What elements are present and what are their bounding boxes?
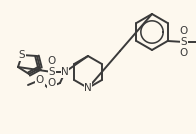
Text: O: O xyxy=(180,48,188,58)
Text: O: O xyxy=(48,56,56,66)
Text: S: S xyxy=(19,50,25,60)
Text: S: S xyxy=(181,37,187,47)
Text: O: O xyxy=(180,26,188,36)
Text: N: N xyxy=(61,67,69,77)
Text: O: O xyxy=(48,78,56,88)
Text: O: O xyxy=(36,75,44,85)
Text: S: S xyxy=(49,67,55,77)
Text: N: N xyxy=(84,83,92,93)
